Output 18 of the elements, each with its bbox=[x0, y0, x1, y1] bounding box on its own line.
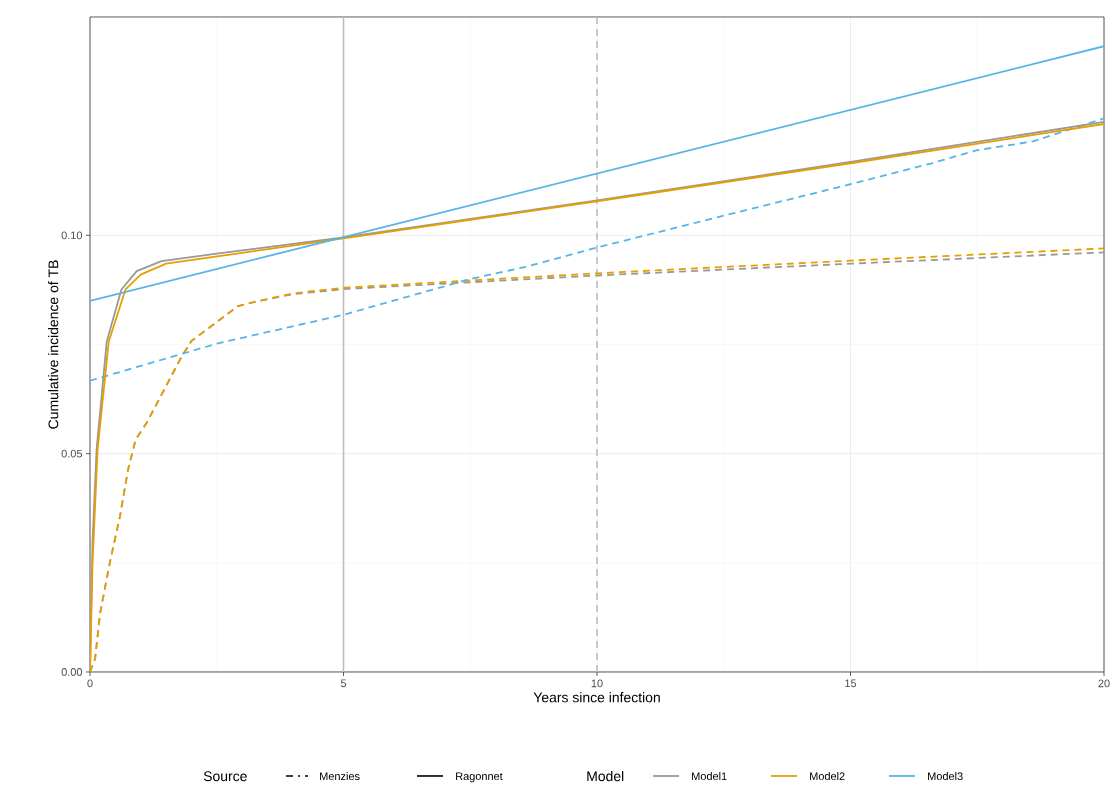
x-tick-label: 0 bbox=[87, 679, 93, 688]
x-axis-title: Years since infection bbox=[533, 692, 660, 703]
text: Ragonnet bbox=[456, 772, 503, 783]
text: Source bbox=[203, 771, 247, 782]
legend-label: Model2 bbox=[810, 772, 845, 781]
x-tick-label: 15 bbox=[845, 679, 857, 688]
text: Menzies bbox=[320, 772, 360, 781]
y-tick-label: 0.10 bbox=[61, 231, 83, 240]
legend-title: Model bbox=[587, 770, 624, 782]
legend-label: Model1 bbox=[692, 772, 727, 781]
line-series bbox=[90, 117, 1105, 382]
y-axis-title: Cumulative incidence of TB bbox=[48, 260, 59, 429]
y-tick-label: 0.00 bbox=[61, 668, 83, 676]
y-tick-label: 0.05 bbox=[61, 449, 83, 458]
legend-label: Model3 bbox=[928, 772, 963, 781]
x-tick-label: 10 bbox=[591, 679, 603, 688]
x-tick-label: 20 bbox=[1098, 679, 1110, 688]
x-tick-label: 5 bbox=[340, 679, 347, 688]
